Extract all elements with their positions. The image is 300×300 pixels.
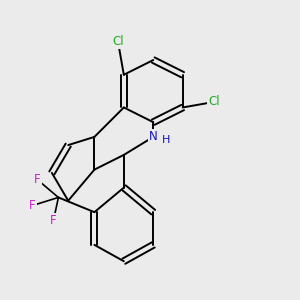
Text: F: F [34,173,40,186]
Text: N: N [149,130,158,143]
Text: F: F [29,199,35,212]
Text: F: F [50,214,57,227]
Text: Cl: Cl [112,35,124,48]
Text: Cl: Cl [208,95,220,109]
Text: H: H [162,134,170,145]
